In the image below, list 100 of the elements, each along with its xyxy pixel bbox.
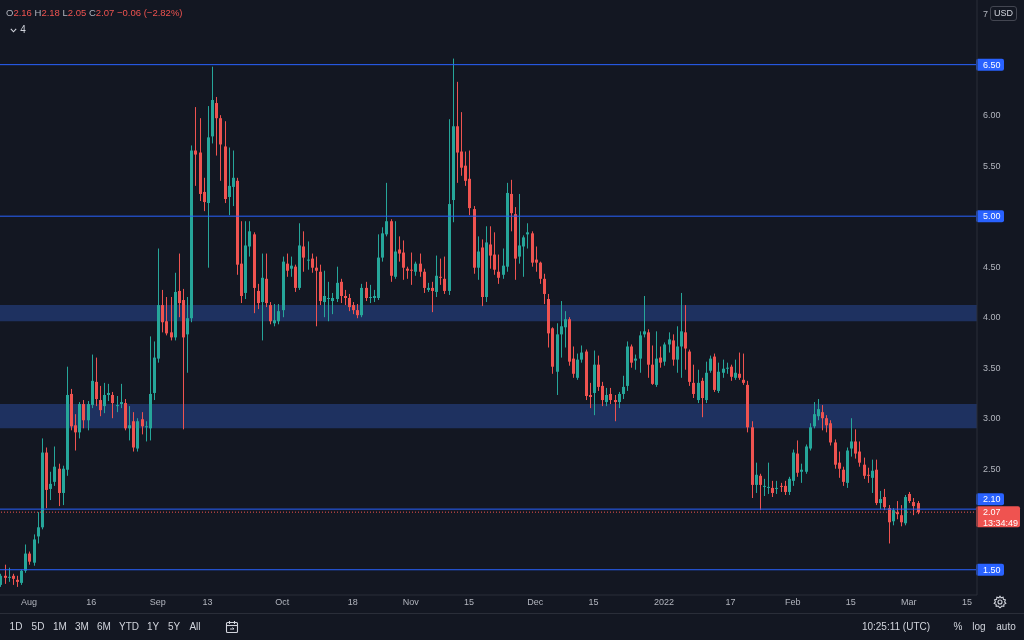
candlestick [701,377,704,418]
candlestick [215,96,218,157]
candlestick [431,281,434,313]
candlestick [307,240,310,271]
candlestick [850,417,853,458]
y-tick-label: 3.00 [983,413,1001,424]
candlestick [560,300,563,359]
text: 1M [53,621,67,633]
candlestick [103,382,106,414]
candlestick [834,438,837,470]
candlestick [742,353,745,386]
candlestick [294,264,297,293]
candlestick [340,278,343,304]
candlestick [697,369,700,404]
candlestick [273,303,276,327]
x-tick-label: 18 [347,597,358,608]
candlestick [672,333,675,367]
candlestick [668,331,671,354]
candlestick [315,256,318,327]
candlestick [290,256,293,278]
candlestick [489,225,492,270]
candlestick [763,478,766,497]
candlestick [543,273,546,305]
candlestick [821,404,824,431]
y-axis-title: USD [990,6,1018,21]
candlestick [165,296,168,336]
candlestick [663,341,666,367]
candlestick [734,359,737,381]
candlestick [194,106,197,187]
candlestick [336,266,339,303]
x-tick-label: Dec [527,597,544,608]
candlestick [622,375,625,400]
candlestick [410,252,413,286]
ref-line-label: 5.00 [983,211,1001,222]
candlestick [49,471,52,501]
candlestick [630,343,633,369]
candlestick [692,364,695,399]
candlestick [651,344,654,386]
candlestick [576,353,579,381]
y-tick-label: 3.50 [983,362,1001,373]
candlestick [443,256,446,295]
candlestick [24,543,27,574]
candlestick [526,222,529,250]
text: 13:34:49 [983,517,1019,528]
candlestick [854,428,857,460]
y-tick-label: 5.50 [983,160,1001,171]
x-tick-label: 2022 [654,597,675,608]
candlestick [659,345,662,369]
x-tick-label: Feb [784,597,801,608]
text: 3M [75,621,89,633]
ref-line-label: 2.10 [983,494,1001,505]
candlestick [161,289,164,333]
candlestick [493,231,496,276]
x-tick-label: 13 [202,597,213,608]
candlestick [286,253,289,278]
candlestick [842,466,845,487]
candlestick [439,258,442,286]
candlestick [605,387,608,407]
candlestick [477,235,480,281]
candlestick [327,281,330,322]
candlestick [738,352,741,381]
candlestick [423,268,426,294]
x-tick-label: Nov [402,597,420,608]
candlestick [33,533,36,567]
candlestick [726,362,729,375]
candlestick [402,239,405,281]
candlestick [722,359,725,379]
candlestick [111,391,114,419]
text: YTD [119,621,139,633]
candlestick [331,292,334,315]
candlestick [800,463,803,484]
candlestick [228,146,231,216]
x-tick-label: Oct [275,597,290,608]
y-tick-label: 2.50 [983,463,1001,474]
candlestick [755,462,758,494]
candlestick [99,385,102,417]
candlestick [759,473,762,511]
ref-line-label: 6.50 [983,59,1001,70]
candlestick [116,395,119,413]
candlestick [232,150,235,207]
candlestick [522,234,525,278]
candlestick [95,357,98,407]
candlestick [813,401,816,429]
candlestick [186,296,189,374]
text: 5Y [167,621,181,633]
text: 6M [97,621,111,633]
candlestick [564,310,567,348]
y-tick-label: 6.00 [983,110,1001,121]
text: 5D [31,621,45,633]
candlestick [435,255,438,298]
x-tick-label: 16 [86,597,97,608]
candlestick [684,304,687,371]
candlestick [858,440,861,468]
candlestick [82,399,85,429]
candlestick [170,296,173,341]
candlestick [539,261,542,285]
candlestick [302,230,305,273]
x-tick-label: 17 [725,597,736,608]
x-tick-label: 15 [588,597,599,608]
candlestick [460,111,463,177]
